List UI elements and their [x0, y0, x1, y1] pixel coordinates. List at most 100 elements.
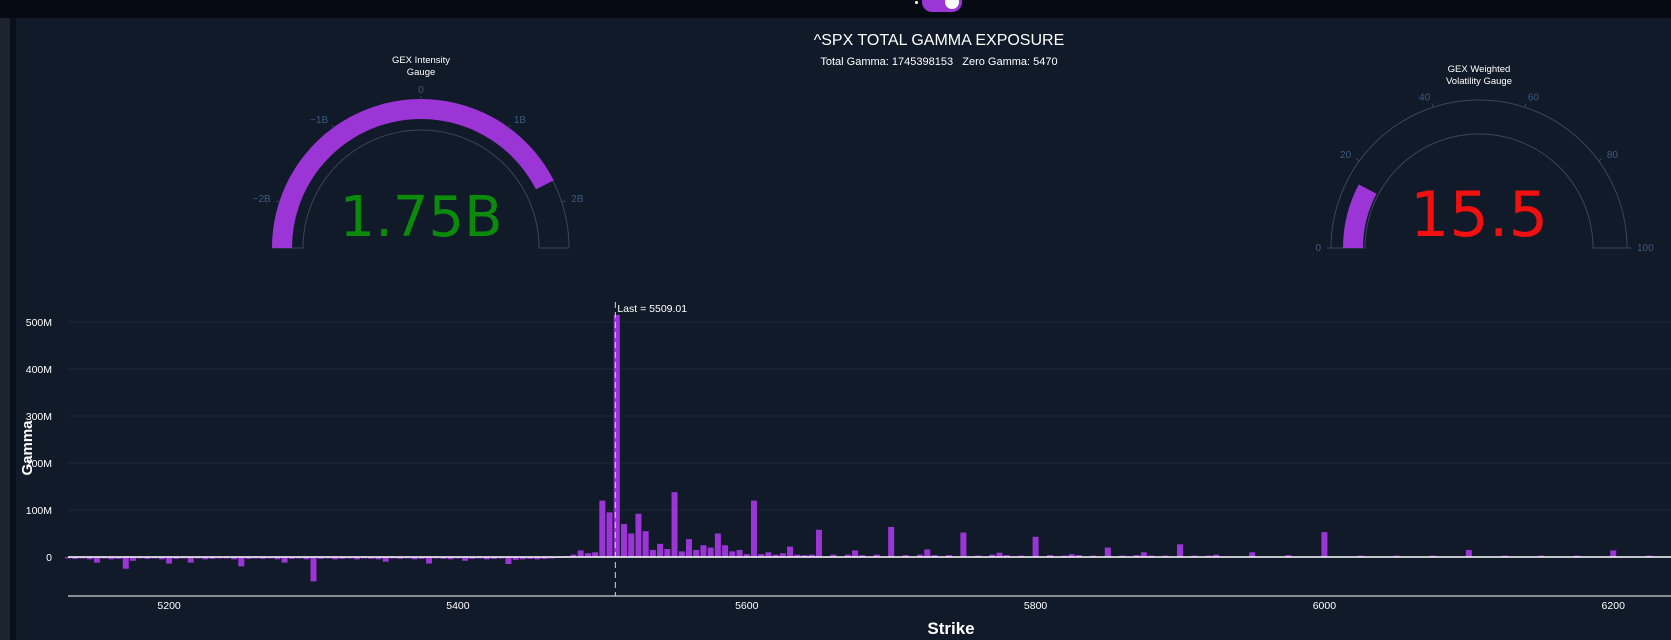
theme-toggle[interactable] — [922, 0, 962, 12]
gamma-bar — [209, 557, 216, 559]
gamma-bar — [779, 553, 786, 557]
x-axis-label: Strike — [927, 619, 974, 638]
gamma-bar — [483, 557, 490, 560]
y-tick-label: 400M — [26, 364, 52, 376]
gamma-bar — [714, 533, 721, 557]
gamma-bar — [794, 554, 801, 557]
gamma-bar — [397, 557, 404, 559]
gauge-tick — [507, 124, 511, 129]
gex-gauge-title-line2: Gauge — [407, 67, 436, 78]
gauge-tick — [1598, 158, 1603, 162]
gamma-bar — [519, 557, 526, 560]
gamma-bar — [158, 557, 165, 560]
gamma-bar — [1068, 554, 1075, 557]
gamma-bar — [815, 529, 822, 557]
gamma-bar — [888, 526, 895, 557]
chart-subtitle: Total Gamma: 1745398153 Zero Gamma: 5470 — [820, 56, 1057, 68]
gauge-outline-outer — [1330, 99, 1628, 249]
gamma-bar — [584, 553, 591, 557]
gamma-bar — [1032, 536, 1039, 557]
gamma-bar — [281, 557, 288, 563]
gauge-tick-label: 2B — [571, 194, 584, 205]
x-tick-label: 5400 — [446, 600, 470, 612]
gamma-bar — [534, 557, 541, 560]
gamma-bar — [931, 555, 938, 557]
gamma-bar — [1610, 550, 1617, 557]
gamma-bar — [960, 532, 967, 557]
gamma-bar — [303, 557, 310, 560]
y-tick-label: 200M — [26, 458, 52, 470]
gamma-bar — [512, 557, 519, 560]
gamma-bar — [902, 555, 909, 557]
gauge-tick — [276, 200, 281, 203]
gamma-bar — [649, 549, 656, 557]
gamma-bar — [288, 557, 295, 559]
gamma-bar — [599, 500, 606, 557]
gamma-bar — [743, 554, 750, 557]
gamma-bar — [1003, 555, 1010, 557]
gamma-bar — [620, 524, 627, 557]
gauge-tick — [1524, 103, 1527, 108]
gamma-bar — [859, 555, 866, 557]
gamma-bar — [469, 557, 476, 559]
y-tick-label: 100M — [26, 505, 52, 517]
gamma-bar — [989, 554, 996, 557]
gamma-bar — [1285, 555, 1292, 557]
gamma-bar — [606, 512, 613, 557]
gamma-bar — [693, 549, 700, 557]
gauge-tick — [1355, 158, 1360, 162]
gamma-bar — [382, 557, 389, 562]
top-strip — [0, 0, 1671, 18]
gamma-bar — [491, 557, 498, 559]
gamma-bar — [108, 557, 115, 560]
gamma-bar — [852, 550, 859, 557]
gex-gauge-title-line1: GEX Intensity — [392, 55, 450, 66]
gamma-bar — [339, 557, 346, 559]
gamma-bar — [202, 557, 209, 560]
gamma-bar — [505, 557, 512, 565]
gamma-bar — [765, 552, 772, 557]
gex-intensity-gauge: GEX Intensity Gauge 1.75B −2B −1B 0 1B 2B — [253, 55, 584, 250]
gamma-bar — [570, 554, 577, 557]
gamma-bar — [187, 557, 194, 563]
gamma-bar — [259, 557, 266, 559]
y-tick-label: 500M — [26, 317, 52, 329]
gamma-bar — [1321, 532, 1328, 557]
gauge-tick-label: 1B — [514, 115, 527, 126]
gamma-bar — [144, 557, 151, 559]
gauge-tick-label: 40 — [1419, 93, 1431, 104]
y-axis-label: Gamma — [19, 420, 36, 476]
left-rail — [0, 18, 10, 640]
gamma-bar — [758, 554, 765, 557]
gamma-bar — [368, 557, 375, 559]
x-tick-label: 5600 — [735, 600, 759, 612]
gamma-bar — [635, 513, 642, 557]
gamma-bar — [830, 554, 837, 557]
gamma-bar — [808, 554, 815, 557]
gamma-bar — [1075, 555, 1082, 557]
gamma-bar — [353, 557, 360, 560]
gauge-tick-label: 100 — [1637, 243, 1654, 254]
gamma-bar — [678, 551, 685, 557]
gamma-bar — [642, 531, 649, 557]
gamma-bar — [447, 557, 454, 560]
gauge-tick-label: 80 — [1607, 150, 1619, 161]
x-tick-label: 5800 — [1024, 600, 1048, 612]
gamma-bar — [750, 500, 757, 557]
gamma-bar — [729, 551, 736, 557]
gamma-bar — [664, 549, 671, 557]
gamma-bar — [772, 554, 779, 557]
gamma-bar — [1133, 555, 1140, 557]
vol-gauge-title-line2: Volatility Gauge — [1446, 76, 1512, 87]
gamma-bar — [129, 557, 136, 561]
gamma-bar — [801, 555, 808, 557]
gamma-bar — [1047, 555, 1054, 557]
gamma-bar — [86, 557, 93, 560]
gauge-tick-label: 0 — [418, 85, 424, 96]
gamma-bar — [375, 557, 382, 560]
gamma-bar — [685, 539, 692, 557]
gauge-value-bar — [272, 99, 554, 249]
gamma-bar — [917, 554, 924, 557]
gamma-bar — [1104, 547, 1111, 557]
gamma-bar — [332, 557, 339, 560]
